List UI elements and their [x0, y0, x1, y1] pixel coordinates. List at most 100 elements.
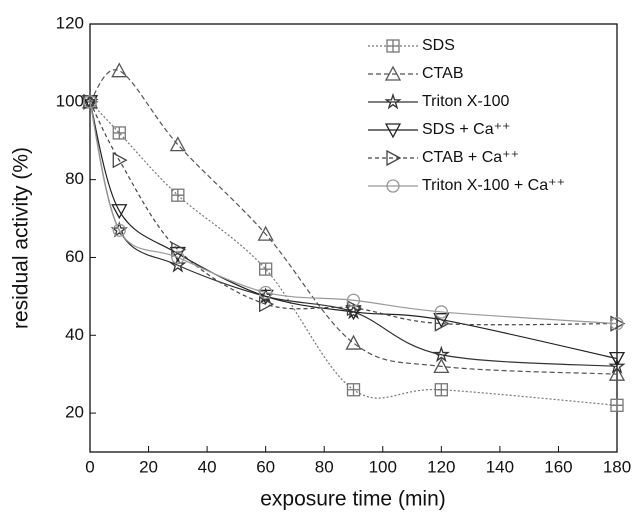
marker — [433, 358, 450, 374]
marker — [259, 296, 275, 313]
marker-shape — [112, 223, 126, 237]
marker — [257, 225, 274, 241]
marker — [434, 305, 448, 319]
marker-shape — [345, 334, 362, 350]
marker-shape — [169, 136, 186, 152]
marker-shape — [386, 179, 400, 193]
y-tick-label: 60 — [65, 247, 84, 266]
x-tick-label: 140 — [486, 457, 514, 476]
legend-label: SDS + Ca⁺⁺ — [422, 121, 510, 138]
marker-shape — [608, 365, 626, 381]
marker — [169, 246, 186, 262]
marker-shape — [387, 40, 399, 52]
marker — [345, 334, 362, 350]
marker — [608, 365, 626, 381]
marker — [169, 136, 186, 152]
x-tick-label: 160 — [544, 457, 572, 476]
x-tick-label: 80 — [315, 457, 334, 476]
y-tick-label: 40 — [65, 325, 84, 344]
marker-shape — [435, 383, 448, 396]
marker-shape — [611, 399, 623, 412]
marker — [346, 293, 361, 307]
marker — [169, 256, 187, 273]
marker-shape — [433, 358, 450, 374]
marker — [384, 123, 402, 139]
series-line — [89, 101, 618, 367]
marker-shape — [434, 315, 450, 332]
legend-label: CTAB + Ca⁺⁺ — [422, 149, 519, 166]
marker — [434, 383, 448, 397]
marker — [346, 383, 361, 397]
marker-shape — [610, 316, 624, 331]
marker-shape — [113, 126, 126, 139]
x-tick-label: 0 — [85, 457, 94, 476]
x-tick-label: 120 — [427, 457, 455, 476]
marker — [433, 313, 450, 329]
y-tick-label: 120 — [56, 13, 84, 32]
legend-label: Triton X-100 + Ca⁺⁺ — [422, 177, 565, 194]
series-line — [89, 101, 618, 325]
marker-shape — [169, 256, 187, 273]
series-line — [89, 101, 618, 360]
marker — [259, 262, 273, 276]
marker — [384, 92, 402, 110]
marker-shape — [171, 241, 187, 258]
marker — [384, 65, 402, 81]
marker-shape — [259, 285, 273, 300]
x-tick-label: 20 — [139, 457, 158, 476]
marker-shape — [259, 263, 272, 276]
marker — [171, 250, 185, 265]
y-tick-label: 20 — [65, 403, 84, 422]
marker-shape — [384, 92, 402, 110]
marker — [83, 95, 97, 109]
legend-label: SDS — [422, 37, 455, 54]
marker-shape — [83, 95, 97, 109]
marker — [434, 315, 450, 332]
marker — [111, 62, 128, 78]
marker — [386, 179, 400, 193]
marker — [111, 204, 128, 220]
y-axis-label: residual activity (%) — [10, 147, 33, 329]
marker-shape — [384, 123, 402, 139]
x-tick-label: 180 — [603, 457, 631, 476]
series-line — [89, 101, 618, 326]
marker-shape — [608, 351, 626, 367]
marker — [608, 357, 626, 374]
series-line — [89, 101, 618, 406]
marker — [610, 316, 624, 331]
marker-shape — [171, 250, 185, 265]
marker-shape — [171, 189, 184, 202]
marker-shape — [259, 296, 275, 313]
y-tick-label: 100 — [56, 91, 84, 110]
marker-shape — [169, 246, 186, 262]
x-axis-label: exposure time (min) — [260, 488, 446, 511]
marker — [171, 188, 185, 202]
marker — [386, 149, 402, 167]
marker — [112, 152, 128, 169]
series-line — [89, 69, 618, 375]
marker-shape — [111, 204, 128, 220]
marker-shape — [346, 293, 361, 307]
marker-shape — [346, 299, 362, 317]
plot-frame — [89, 23, 618, 453]
marker-shape — [433, 313, 450, 329]
marker-shape — [111, 62, 128, 78]
marker-shape — [347, 383, 360, 396]
x-tick-label: 40 — [198, 457, 217, 476]
y-tick-label: 80 — [65, 169, 84, 188]
marker-shape — [257, 225, 274, 241]
x-tick-label: 60 — [256, 457, 275, 476]
x-tick-label: 100 — [369, 457, 397, 476]
marker-shape — [112, 152, 128, 169]
marker — [386, 39, 400, 53]
legend-label: Triton X-100 — [422, 93, 510, 110]
legend-label: CTAB — [422, 65, 463, 82]
marker — [610, 398, 624, 412]
marker — [608, 351, 626, 367]
marker — [432, 345, 450, 363]
marker — [346, 299, 362, 317]
marker — [171, 241, 187, 258]
marker-shape — [608, 357, 626, 374]
marker — [259, 285, 273, 300]
